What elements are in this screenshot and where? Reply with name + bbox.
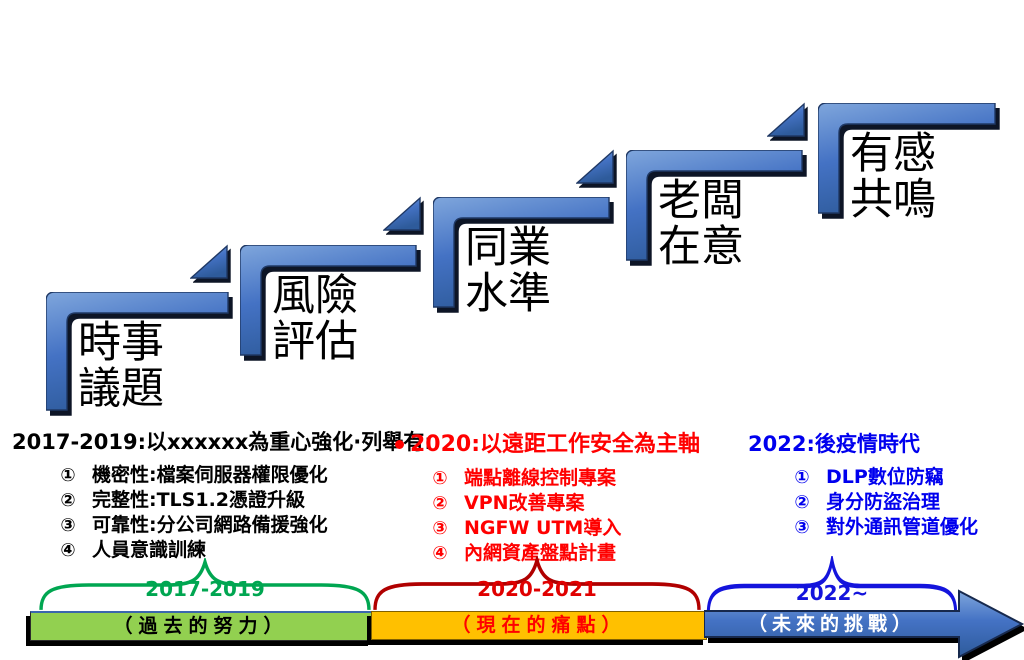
section-future-block: 2022:後疫情時代 ① DLP數位防竊 ② 身分防盜治理 ③ 對外通訊管道優化 [748,432,1018,540]
staircase-step-2: 風險 評估 [240,245,440,370]
step-label-line: 水準 [465,269,551,320]
staircase-step-3: 同業 水準 [433,197,633,322]
circled-number: ④ [432,543,448,565]
list-item-text: 端點離線控制專案 [464,467,617,490]
list-item-text: 完整性:TLS1.2憑證升級 [92,489,306,512]
section-future-header: 2022:後疫情時代 [748,432,920,456]
list-item-text: NGFW UTM導入 [464,517,622,540]
step-label-line: 同業 [465,223,551,273]
step-label-line: 有感 [850,129,936,179]
list-item-text: 可靠性:分公司網路備援強化 [92,514,328,537]
staircase-step-4: 老闆 在意 [626,150,826,275]
section-present-block: 2020:以遠距工作安全為主軸 ① 端點離線控制專案 ② VPN改善專案 ③ NGFW… [410,432,740,566]
list-item-text: 機密性:檔案伺服器權限優化 [92,464,328,487]
up-arrow-triangle-icon [766,102,805,138]
brace-future-icon [706,552,958,620]
section-future-items: ① DLP數位防竊 ② 身分防盜治理 ③ 對外通訊管道優化 [748,465,1018,540]
timeline-arrow-future-icon [703,588,1024,660]
list-item: ② 身分防盜治理 [748,490,1018,515]
staircase-step-1: 時事 議題 [46,292,246,417]
step-label-line: 評估 [272,317,358,368]
circled-number: ③ [432,518,448,540]
timeline-bar-present: （現在的痛點） [371,611,707,640]
circled-number: ① [432,468,448,490]
step-label-line: 風險 [272,271,358,321]
step-label-line: 議題 [78,364,164,415]
section-past-header: 2017-2019:以xxxxxx為重心強化·列舉有: [12,430,433,454]
step-label-line: 時事 [78,318,164,368]
section-present-header: 2020:以遠距工作安全為主軸 [410,432,701,457]
brace-label-future: 2022~ [795,581,869,605]
list-item: ③ 可靠性:分公司網路備援強化 [12,513,397,538]
section-past-block: 2017-2019:以xxxxxx為重心強化·列舉有: ① 機密性:檔案伺服器權限… [12,430,433,563]
brace-label-past: 2017-2019 [145,577,265,601]
circled-number: ① [60,465,76,487]
list-item-text: DLP數位防竊 [826,466,944,489]
list-item: ① DLP數位防竊 [748,465,1018,490]
list-item-text: 內網資產盤點計畫 [464,542,617,565]
up-arrow-triangle-icon [382,196,421,232]
section-past-items: ① 機密性:檔案伺服器權限優化 ② 完整性:TLS1.2憑證升級 ③ 可靠性:分公司網… [12,463,397,563]
circled-number: ② [432,493,448,515]
brace-present-icon [372,553,702,616]
step-label-2: 風險 評估 [272,273,412,366]
list-item: ③ NGFW UTM導入 [410,516,740,541]
step-label-5: 有感 共鳴 [850,131,990,224]
circled-number: ③ [60,515,76,537]
brace-past-icon [38,555,372,616]
step-shape-icon [46,292,229,411]
list-item: ③ 對外通訊管道優化 [748,515,1018,540]
list-item-text: 人員意識訓練 [92,539,207,562]
timeline-arrow-future-label: （未來的挑戰） [747,613,916,635]
list-item-text: 對外通訊管道優化 [826,516,979,539]
section-present-items: ① 端點離線控制專案 ② VPN改善專案 ③ NGFW UTM導入 ④ 內網資產盤點計畫 [410,466,740,566]
list-item: ④ 內網資產盤點計畫 [410,541,740,566]
red-bullet-icon [395,440,404,449]
circled-number: ② [794,492,810,514]
list-item: ① 機密性:檔案伺服器權限優化 [12,463,397,488]
list-item: ① 端點離線控制專案 [410,466,740,491]
step-shape-icon [818,103,996,214]
list-item: ② 完整性:TLS1.2憑證升級 [12,488,397,513]
step-label-4: 老闆 在意 [658,178,798,271]
step-label-3: 同業 水準 [465,225,605,318]
list-item-text: VPN改善專案 [464,492,585,515]
circled-number: ② [60,490,76,512]
step-label-1: 時事 議題 [78,320,218,413]
circled-number: ③ [794,517,810,539]
up-arrow-triangle-icon [575,149,614,185]
step-label-line: 共鳴 [850,175,936,226]
circled-number: ① [794,467,810,489]
list-item: ④ 人員意識訓練 [12,538,397,563]
staircase-step-5: 有感 共鳴 [818,103,1018,228]
step-shape-icon [433,197,610,308]
list-item-text: 身分防盜治理 [826,491,941,514]
step-label-line: 老闆 [658,176,744,226]
timeline-bar-past: （過去的努力） [30,611,372,641]
step-shape-icon [626,150,803,261]
circled-number: ④ [60,540,76,562]
list-item: ② VPN改善專案 [410,491,740,516]
step-label-line: 在意 [658,222,744,273]
up-arrow-triangle-icon [189,244,228,280]
step-shape-icon [240,245,417,356]
brace-label-present: 2020-2021 [477,577,597,601]
